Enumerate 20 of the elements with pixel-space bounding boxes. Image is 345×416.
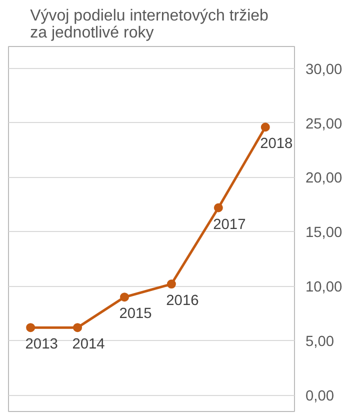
point bbox=[166, 280, 176, 289]
x-tick-label: 2016 bbox=[166, 293, 199, 310]
x-tick-label: 2013 bbox=[25, 336, 58, 353]
x-tick-label: 2014 bbox=[72, 336, 105, 353]
y-tick-label: 5,00 bbox=[306, 334, 334, 350]
chart-title: Vývoj podielu internetových tržieb za jednotlivé roky bbox=[30, 8, 269, 42]
point bbox=[73, 323, 82, 332]
y-tick-label: 20,00 bbox=[306, 170, 342, 187]
x-tick-label: 2017 bbox=[213, 216, 246, 233]
x-tick-label: 2018 bbox=[260, 136, 293, 152]
y-tick-label: 30,00 bbox=[306, 62, 342, 78]
point bbox=[120, 292, 129, 302]
point bbox=[260, 122, 270, 132]
point bbox=[26, 323, 36, 332]
y-tick-label: 25,00 bbox=[306, 116, 342, 132]
y-tick-label: 0,00 bbox=[306, 388, 334, 405]
x-tick-label: 2015 bbox=[119, 306, 152, 322]
point bbox=[214, 203, 223, 212]
y-tick-label: 15,00 bbox=[306, 225, 342, 242]
y-tick-label: 10,00 bbox=[306, 280, 342, 296]
